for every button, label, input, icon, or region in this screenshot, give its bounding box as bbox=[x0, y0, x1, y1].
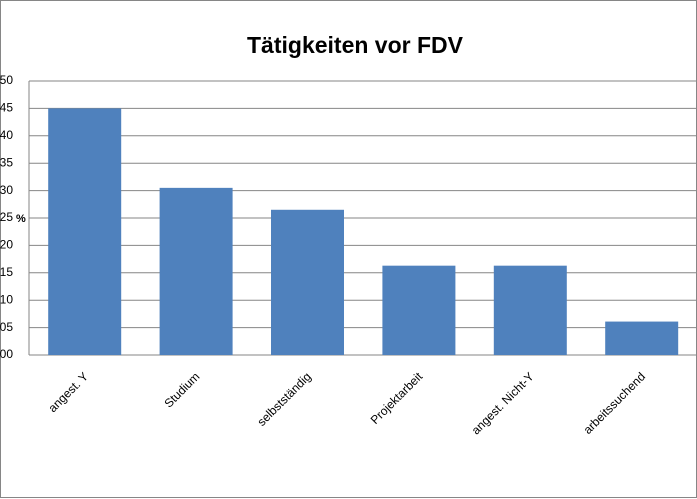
y-tick-label: 35 bbox=[0, 155, 13, 169]
y-tick-label: 00 bbox=[0, 347, 13, 361]
chart-title: Tätigkeiten vor FDV bbox=[247, 32, 464, 58]
y-tick-label: 40 bbox=[0, 128, 13, 142]
y-tick-label: 25 bbox=[0, 210, 13, 224]
y-tick-label: 15 bbox=[0, 265, 13, 279]
y-tick-label: 45 bbox=[0, 101, 13, 115]
y-tick-label: 30 bbox=[0, 183, 13, 197]
y-tick-label: 50 bbox=[0, 73, 13, 87]
y-tick-label: 20 bbox=[0, 238, 13, 252]
y-tick-label: 05 bbox=[0, 320, 13, 334]
y-tick-label: 10 bbox=[0, 292, 13, 306]
bar bbox=[382, 265, 456, 355]
y-axis-label: % bbox=[16, 213, 26, 225]
bar bbox=[493, 265, 567, 355]
bar bbox=[159, 187, 233, 355]
bar bbox=[605, 321, 679, 355]
bar bbox=[48, 108, 122, 356]
bar bbox=[271, 209, 344, 355]
